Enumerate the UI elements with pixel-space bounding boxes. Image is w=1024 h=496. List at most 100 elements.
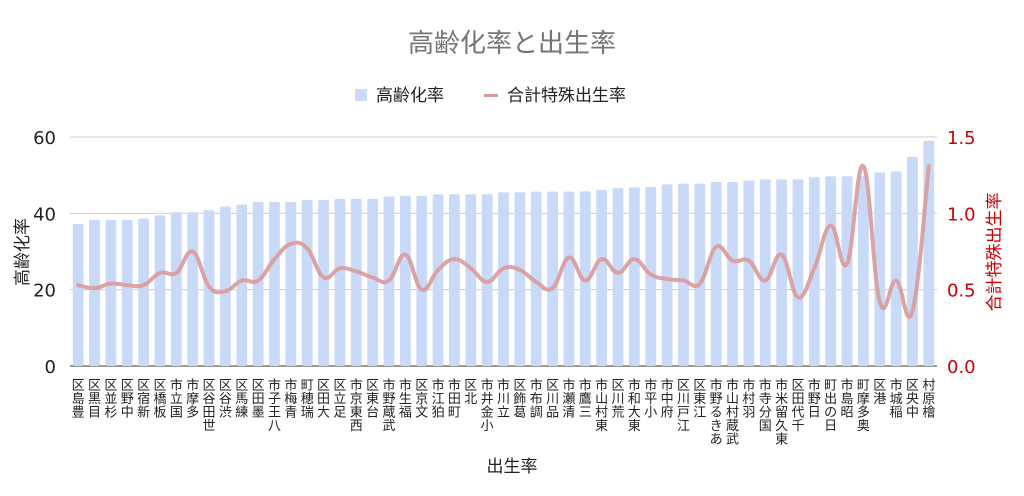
x-tick-label: 葛飾区 (513, 379, 526, 421)
x-tick-label: 狛江市 (432, 378, 445, 421)
x-tick-label: 渋谷区 (219, 379, 232, 421)
x-tick-label: 中野区 (121, 379, 134, 421)
bar (825, 176, 837, 366)
x-tick-label: 足立区 (333, 379, 346, 421)
left-tick-label: 40 (33, 204, 56, 225)
bar (694, 183, 706, 366)
x-tick-label: 八王子市 (268, 378, 281, 435)
legend-label-fertility-rate: 合計特殊出生率 (507, 86, 626, 106)
x-tick-label: 羽村市 (742, 378, 755, 421)
x-tick-label: 三鷹市 (579, 378, 592, 421)
x-tick-label: 杉並区 (104, 379, 117, 421)
bar (743, 180, 755, 366)
x-tick-label: 港区 (873, 379, 886, 408)
x-tick-label: 新宿区 (137, 379, 150, 421)
x-tick-label: 中央区 (906, 379, 919, 421)
bar (530, 191, 542, 366)
bar (252, 201, 264, 366)
x-tick-label: 青梅市 (284, 378, 297, 421)
left-tick-label: 60 (33, 128, 56, 149)
x-tick-label: 国分寺市 (759, 378, 772, 435)
bar (432, 194, 444, 366)
bar (857, 176, 869, 366)
bar (350, 198, 362, 366)
bar (399, 195, 411, 366)
x-tick-label: あきる野市 (710, 378, 723, 448)
bar (416, 195, 428, 366)
bar (367, 198, 379, 366)
x-tick-label: 奥多摩町 (857, 379, 870, 435)
x-tick-label: 江東区 (693, 379, 706, 421)
bar (269, 201, 280, 366)
bar (547, 191, 558, 366)
bar (710, 182, 722, 366)
x-tick-label: 西東京市 (350, 378, 363, 435)
bar (89, 219, 100, 366)
bar (72, 224, 84, 366)
right-tick-label: 0.5 (947, 281, 976, 302)
bar (121, 219, 133, 366)
bar (285, 201, 297, 366)
right-tick-label: 0.0 (947, 357, 976, 378)
x-tick-label: 立川市 (497, 378, 510, 421)
x-tick-label: 千代田区 (791, 379, 804, 435)
line-series (76, 163, 931, 319)
right-tick-label: 1.0 (947, 204, 976, 225)
bar (759, 179, 771, 366)
x-tick-label: 荒川区 (612, 379, 625, 421)
x-tick-label: 板橋区 (153, 379, 166, 421)
x-tick-label: 稲城市 (890, 378, 903, 421)
x-tick-label: 小平市 (644, 378, 657, 421)
bar (334, 198, 346, 366)
right-axis-ticks: 0.0 0.5 1.0 1.5 (947, 128, 976, 378)
legend-bar-swatch-icon (355, 89, 367, 101)
bar (661, 184, 673, 366)
x-axis-title: 出生率 (487, 457, 538, 477)
bar (170, 212, 182, 366)
left-axis-ticks: 0 20 40 60 (33, 128, 56, 378)
left-tick-label: 0 (45, 357, 56, 378)
fertility-line (76, 163, 931, 319)
x-tick-label: 武蔵村山市 (726, 378, 739, 448)
bar (563, 191, 575, 366)
x-tick-label: 清瀬市 (562, 378, 575, 421)
bar (301, 199, 313, 366)
x-tick-label: 府中市 (661, 378, 674, 421)
bar (792, 179, 804, 366)
x-tick-label: 瑞穂町 (301, 379, 314, 421)
x-tick-label: 豊島区 (72, 379, 85, 421)
bar (628, 187, 640, 366)
bar (678, 183, 689, 366)
legend-line-swatch-icon (484, 94, 498, 97)
x-tick-label: 多摩市 (186, 378, 199, 421)
x-tick-label: 日の出町 (824, 379, 837, 435)
bar (236, 204, 248, 366)
bar (318, 199, 329, 366)
x-tick-label: 東大和市 (628, 378, 641, 435)
x-tick-label: 大田区 (317, 379, 330, 421)
bar (187, 212, 199, 366)
bar (449, 194, 460, 366)
x-tick-label: 北区 (464, 379, 477, 408)
bar (596, 190, 608, 366)
bar (907, 156, 918, 366)
chart-title: 高齢化率と出生率 (408, 29, 616, 59)
bar (890, 171, 902, 366)
x-tick-label: 昭島市 (841, 378, 854, 421)
x-tick-label: 東村山市 (595, 378, 608, 435)
left-axis-title: 高齢化率 (13, 218, 33, 286)
bar (498, 192, 509, 366)
x-tick-label: 品川区 (546, 379, 559, 421)
bar (841, 176, 853, 366)
right-axis-title: 合計特殊出生率 (985, 193, 1005, 312)
left-tick-label: 20 (33, 281, 56, 302)
bar (874, 172, 886, 366)
x-tick-label: 調布市 (530, 378, 543, 421)
bar (776, 179, 787, 366)
bar (105, 219, 117, 366)
bar (514, 192, 526, 366)
bar (727, 182, 738, 366)
bar (220, 206, 231, 366)
